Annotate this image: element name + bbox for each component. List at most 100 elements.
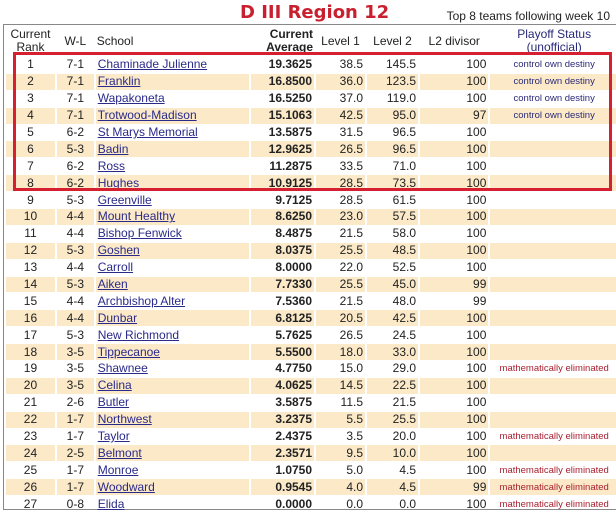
playoff-status-cell: mathematically eliminated: [499, 431, 609, 443]
school-link[interactable]: Bishop Fenwick: [97, 226, 182, 241]
average-cell: 15.1063: [250, 107, 315, 124]
school-link[interactable]: Archbishop Alter: [97, 293, 186, 308]
school-link[interactable]: Tippecanoe: [97, 344, 160, 359]
school-link[interactable]: Butler: [97, 395, 130, 410]
table-row: 25 1-7 Monroe 1.0750 5.0 4.5 100 mathematically…: [6, 462, 616, 478]
school-link[interactable]: Elida: [97, 496, 125, 511]
wl-cell: 5-3: [56, 276, 94, 293]
level1-cell: 42.5: [316, 107, 365, 124]
school-link[interactable]: Woodward: [97, 479, 155, 494]
l2-divisor-cell: 100: [466, 125, 487, 139]
school-link[interactable]: Shawnee: [97, 361, 148, 376]
col-playoff-status[interactable]: Playoff Status (unofficial): [517, 27, 592, 54]
school-link[interactable]: Wapakoneta: [97, 91, 165, 106]
level2-cell: 4.5: [399, 462, 417, 477]
table-row: 15 4-4 Archbishop Alter 7.5360 21.5 48.0 99: [6, 293, 616, 309]
wl-cell: 5-3: [66, 192, 84, 207]
school-link[interactable]: St Marys Memorial: [97, 125, 198, 139]
rank-cell: 15: [23, 293, 38, 308]
school-link[interactable]: Goshen: [97, 243, 140, 258]
level2-cell: 42.5: [367, 310, 419, 327]
school-link[interactable]: Northwest: [97, 412, 152, 427]
school-link[interactable]: Taylor: [97, 429, 130, 444]
playoff-status-cell: mathematically eliminated: [499, 498, 609, 510]
rank-cell: 20: [6, 377, 55, 394]
l2-divisor-cell: 99: [473, 293, 487, 308]
school-link[interactable]: Monroe: [97, 462, 139, 477]
level1-cell: 26.5: [339, 327, 363, 342]
col-level2[interactable]: Level 2: [373, 33, 412, 48]
rank-cell: 21: [23, 395, 38, 410]
school-link[interactable]: Greenville: [97, 192, 152, 207]
average-cell: 13.5875: [268, 125, 313, 139]
school-cell: Taylor: [96, 429, 249, 445]
table-row: 5 6-2 St Marys Memorial 13.5875 31.5 96.5 100: [6, 125, 616, 141]
col-rank[interactable]: Current Rank: [10, 27, 51, 54]
playoff-status-cell: [490, 445, 616, 462]
average-cell: 8.0375: [250, 242, 315, 259]
table-row: 14 5-3 Aiken 7.7330 25.5 45.0 99: [6, 276, 616, 293]
average-cell: 7.7330: [250, 276, 315, 293]
rank-cell: 13: [23, 260, 38, 275]
playoff-status-cell: [490, 226, 616, 242]
level2-cell: 119.0: [386, 91, 417, 106]
rank-cell: 1: [27, 57, 34, 72]
wl-cell: 1-7: [66, 462, 84, 477]
average-cell: 0.0000: [275, 496, 313, 511]
school-link[interactable]: Dunbar: [97, 310, 138, 325]
wl-cell: 0-8: [66, 496, 84, 511]
school-link[interactable]: Celina: [97, 378, 132, 393]
playoff-status-cell: control own destiny: [513, 59, 595, 71]
playoff-status-cell: [490, 377, 616, 394]
rank-cell: 25: [23, 462, 38, 477]
school-link[interactable]: Hughes: [97, 175, 140, 190]
col-school[interactable]: School: [96, 33, 134, 48]
school-cell: Butler: [96, 395, 249, 411]
playoff-status-cell: mathematically eliminated: [499, 464, 609, 476]
average-cell: 0.9545: [250, 479, 315, 496]
table-row: 4 7-1 Trotwood-Madison 15.1063 42.5 95.0 97 con…: [6, 107, 616, 124]
school-link[interactable]: New Richmond: [97, 327, 180, 342]
l2-divisor-cell: 100: [420, 175, 489, 192]
average-cell: 3.5875: [275, 395, 313, 410]
school-link[interactable]: Aiken: [97, 277, 128, 292]
rank-cell: 16: [6, 310, 55, 327]
school-link[interactable]: Chaminade Julienne: [97, 57, 208, 72]
col-wl[interactable]: W-L: [64, 33, 87, 48]
l2-divisor-cell: 100: [420, 344, 489, 361]
wl-cell: 1-7: [56, 479, 94, 496]
rank-cell: 18: [6, 344, 55, 361]
wl-cell: 5-3: [56, 141, 94, 158]
school-link[interactable]: Badin: [97, 141, 129, 156]
school-link[interactable]: Ross: [97, 158, 126, 173]
l2-divisor-cell: 100: [466, 57, 487, 72]
level1-cell: 18.0: [316, 344, 365, 361]
level1-cell: 22.0: [339, 260, 363, 275]
table-row: 18 3-5 Tippecanoe 5.5500 18.0 33.0 100: [6, 344, 616, 361]
school-link[interactable]: Mount Healthy: [97, 209, 176, 224]
average-cell: 2.4375: [275, 429, 313, 444]
wl-cell: 4-4: [56, 310, 94, 327]
col-l2-divisor[interactable]: L2 divisor: [428, 33, 480, 48]
table-row: 16 4-4 Dunbar 6.8125 20.5 42.5 100: [6, 310, 616, 327]
level1-cell: 4.0: [316, 479, 365, 496]
playoff-status-cell: [490, 411, 616, 428]
school-link[interactable]: Carroll: [97, 260, 134, 275]
wl-cell: 2-6: [66, 395, 84, 410]
school-link[interactable]: Belmont: [97, 445, 142, 460]
average-cell: 4.0625: [250, 377, 315, 394]
school-link[interactable]: Trotwood-Madison: [97, 108, 197, 123]
school-cell: Carroll: [96, 260, 249, 276]
l2-divisor-cell: 100: [466, 327, 487, 342]
col-level1[interactable]: Level 1: [321, 33, 360, 48]
school-link[interactable]: Franklin: [97, 74, 141, 89]
level2-cell: 95.0: [367, 107, 419, 124]
rank-cell: 7: [27, 158, 34, 173]
level2-cell: 96.5: [392, 125, 417, 139]
col-average[interactable]: Current Average: [266, 27, 314, 54]
average-cell: 9.7125: [275, 192, 313, 207]
table-row: 8 6-2 Hughes 10.9125 28.5 73.5 100: [6, 175, 616, 192]
table-row: 13 4-4 Carroll 8.0000 22.0 52.5 100: [6, 260, 616, 276]
table-row: 24 2-5 Belmont 2.3571 9.5 10.0 100: [6, 445, 616, 462]
playoff-status-cell: control own destiny: [490, 107, 616, 124]
